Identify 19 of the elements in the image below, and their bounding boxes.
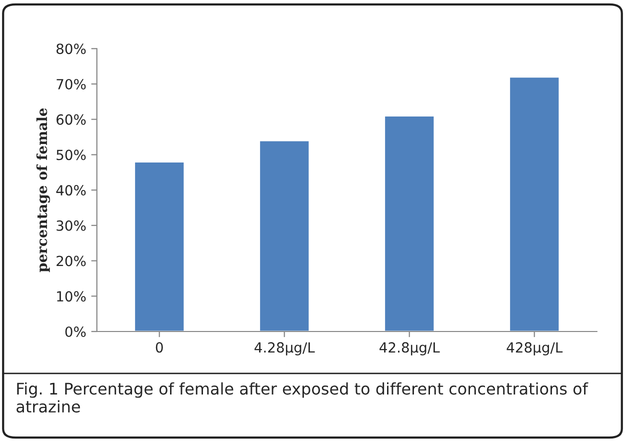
y-tick-label: 20% bbox=[56, 256, 86, 266]
y-tick-label: 40% bbox=[56, 185, 86, 196]
bar bbox=[258, 140, 310, 332]
y-tick-label: 80% bbox=[56, 44, 86, 54]
caption: Fig. 1 Percentage of female after exposed to different concentrations of atrazine bbox=[16, 382, 588, 413]
y-axis-title: percentage of female bbox=[36, 108, 50, 272]
y-tick-label: 70% bbox=[56, 78, 86, 90]
x-tick-label: 4.28μg/L bbox=[254, 342, 315, 356]
bar bbox=[134, 161, 186, 332]
x-tick-label: 428μg/L bbox=[506, 342, 563, 356]
bar bbox=[508, 76, 560, 332]
y-tick-label: 0% bbox=[65, 326, 86, 337]
x-tick-label: 42.8μg/L bbox=[380, 342, 440, 356]
y-tick-label: 10% bbox=[57, 291, 86, 302]
y-tick-label: 30% bbox=[56, 220, 86, 231]
y-tick-label: 50% bbox=[56, 150, 86, 160]
x-tick-label: 0 bbox=[156, 342, 163, 353]
y-tick-label: 60% bbox=[56, 114, 86, 125]
bar bbox=[384, 115, 436, 332]
